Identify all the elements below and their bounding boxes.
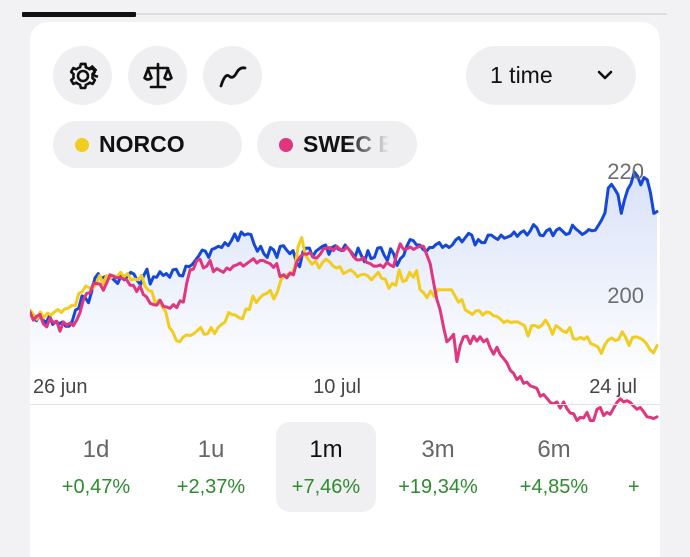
range-tab-1d[interactable]: 1d +0,47% <box>46 422 146 512</box>
settings-button[interactable] <box>53 46 112 105</box>
y-tick-label: 200 <box>607 283 644 308</box>
series-color-dot <box>279 137 293 152</box>
range-tab-change: +2,37% <box>176 476 246 498</box>
range-tab-3m[interactable]: 3m +19,34% <box>388 422 488 512</box>
y-tick-label: 220 <box>607 159 644 184</box>
range-tab-label: 3m <box>421 436 455 463</box>
legend-label: NORCO <box>99 131 185 157</box>
range-tab-change: +7,46% <box>291 476 361 498</box>
range-tab-change: +0,47% <box>61 476 131 498</box>
x-tick-label: 10 jul <box>313 376 361 398</box>
period-dropdown[interactable]: 1 time <box>466 46 636 105</box>
range-tab-change: +4,85% <box>519 476 589 498</box>
series-line-primary <box>30 170 659 328</box>
chart-style-button[interactable] <box>203 46 262 105</box>
comparison-card: 1 time NORCO SWEC B 220 200 26 jun 10 jul 24… <box>30 22 660 557</box>
balance-scale-icon <box>142 62 173 88</box>
gear-icon <box>69 62 98 89</box>
range-tab-6m[interactable]: 6m +4,85% <box>504 422 604 512</box>
chevron-down-icon <box>597 70 613 80</box>
series-line-norco <box>30 236 659 355</box>
range-tab-change: +19,34% <box>398 476 478 498</box>
range-tab-1u[interactable]: 1u +2,37% <box>161 422 261 512</box>
compare-button[interactable] <box>128 46 187 105</box>
range-tab-more[interactable]: + <box>616 422 660 512</box>
x-tick-label: 26 jun <box>33 376 88 398</box>
top-tab-active-indicator <box>22 12 136 17</box>
legend-chip-norco[interactable]: NORCO <box>53 121 242 168</box>
series-line-swec-b <box>30 242 659 422</box>
series-area-fill <box>30 171 657 382</box>
x-tick-label: 24 jul <box>589 376 637 398</box>
range-tab-change: + <box>628 476 640 498</box>
range-tab-label: 1u <box>197 436 225 463</box>
chart-divider <box>30 404 660 405</box>
comparison-line-chart: 220 200 26 jun 10 jul 24 jul <box>30 159 659 422</box>
range-tab-1m[interactable]: 1m +7,46% <box>276 422 376 512</box>
range-tab-label: 1m <box>309 436 343 463</box>
series-color-dot <box>75 137 89 152</box>
range-tab-label: 6m <box>537 436 571 463</box>
range-tab-label <box>616 436 660 464</box>
period-dropdown-label: 1 time <box>490 62 553 88</box>
range-tab-label: 1d <box>82 436 110 463</box>
top-tab-track <box>22 13 667 15</box>
legend-chip-swec-b[interactable]: SWEC B <box>257 121 417 168</box>
trend-line-icon <box>219 65 246 87</box>
